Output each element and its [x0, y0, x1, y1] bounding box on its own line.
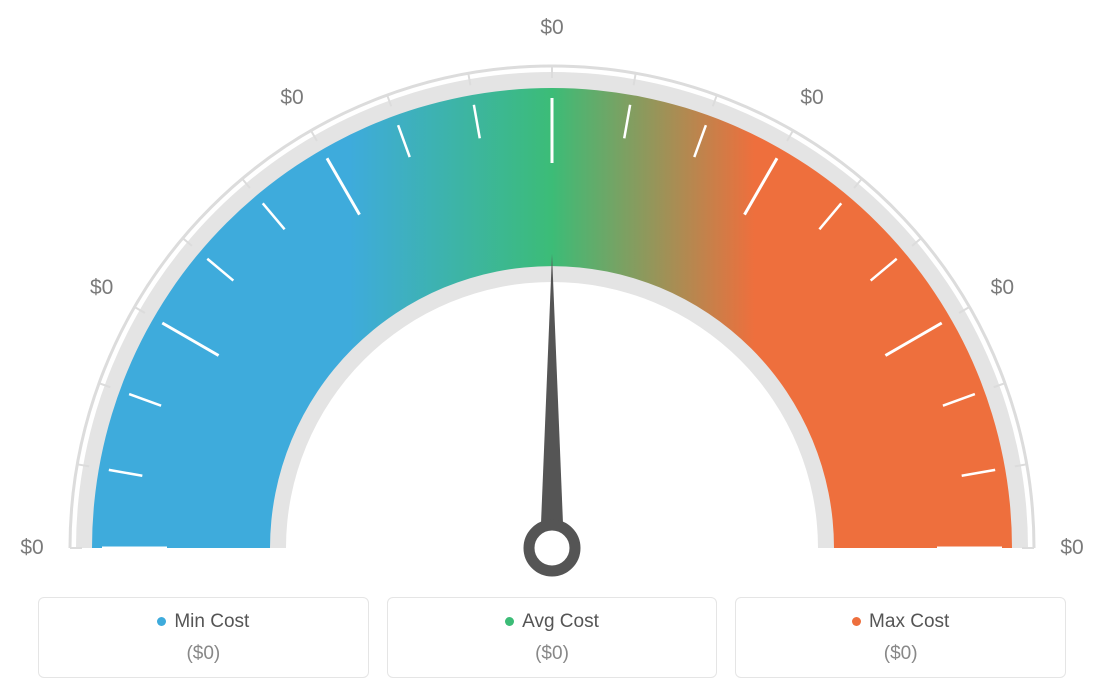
gauge-tick-label: $0 [90, 276, 113, 300]
legend-value-min: ($0) [39, 643, 368, 665]
legend-text-max: Max Cost [869, 612, 949, 631]
legend-card-avg: Avg Cost ($0) [387, 597, 718, 678]
legend-value-avg: ($0) [388, 643, 717, 665]
legend-dot-max [852, 617, 861, 626]
gauge-tick-label: $0 [1060, 536, 1083, 560]
legend-dot-avg [505, 617, 514, 626]
legend-text-min: Min Cost [174, 612, 249, 631]
gauge: $0$0$0$0$0$0$0 [32, 20, 1072, 580]
legend-label-max: Max Cost [852, 612, 949, 631]
legend-label-min: Min Cost [157, 612, 249, 631]
legend-card-min: Min Cost ($0) [38, 597, 369, 678]
gauge-tick-label: $0 [800, 86, 823, 110]
legend-card-max: Max Cost ($0) [735, 597, 1066, 678]
gauge-svg [32, 20, 1072, 580]
gauge-tick-label: $0 [280, 86, 303, 110]
gauge-tick-label: $0 [540, 16, 563, 40]
gauge-chart-container: $0 $0 $0 $0 $0 $0 $0 Min Cost ($0) Avg Cost ($… [0, 0, 1104, 690]
legend-dot-min [157, 617, 166, 626]
legend-label-avg: Avg Cost [505, 612, 599, 631]
gauge-tick-label: $0 [991, 276, 1014, 300]
legend-value-max: ($0) [736, 643, 1065, 665]
legend-row: Min Cost ($0) Avg Cost ($0) Max Cost ($0… [38, 597, 1066, 678]
gauge-tick-label: $0 [20, 536, 43, 560]
legend-text-avg: Avg Cost [522, 612, 599, 631]
